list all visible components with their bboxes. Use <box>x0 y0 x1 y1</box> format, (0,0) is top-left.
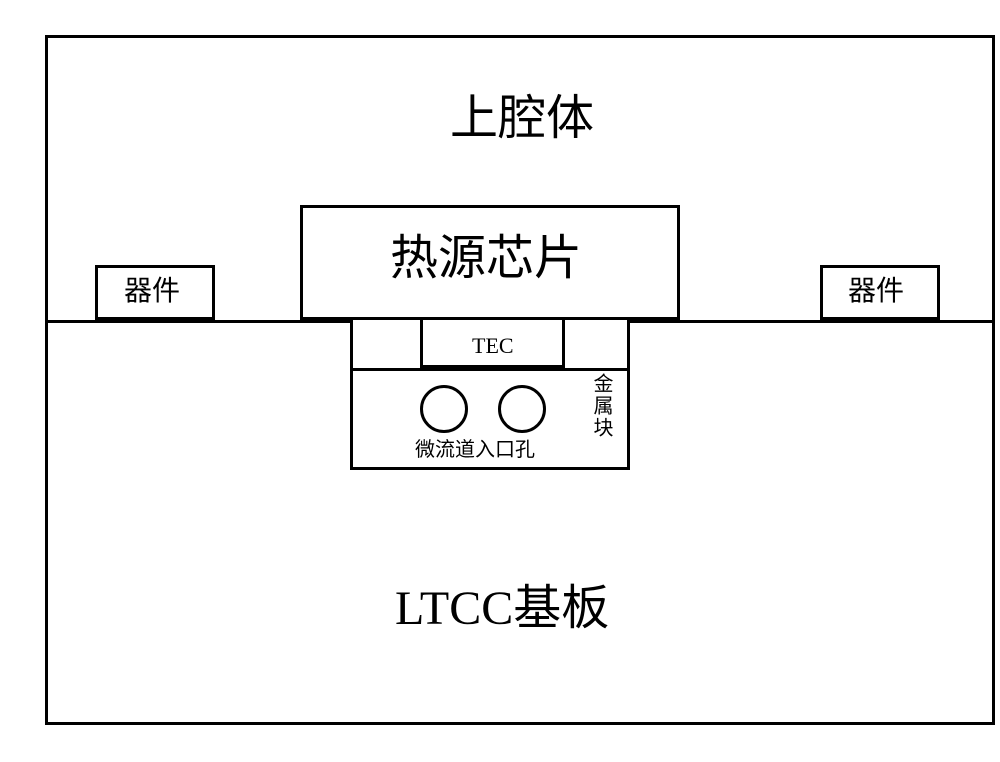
tec-label: TEC <box>472 335 514 357</box>
inlet-hole-left <box>420 385 468 433</box>
device-right-label: 器件 <box>848 278 904 306</box>
inlet-hole-right <box>498 385 546 433</box>
microchannel-inlet-label: 微流道入口孔 <box>415 440 535 460</box>
diagram-canvas: 上腔体 热源芯片 器件 器件 TEC 微流道入口孔 金属块 LTCC基板 <box>20 20 1000 742</box>
ltcc-substrate-label: LTCC基板 <box>395 585 609 633</box>
upper-cavity-label: 上腔体 <box>450 95 594 143</box>
heat-source-chip-label: 热源芯片 <box>390 235 582 283</box>
device-left-label: 器件 <box>124 278 180 306</box>
metal-block-label: 金属块 <box>591 373 611 439</box>
